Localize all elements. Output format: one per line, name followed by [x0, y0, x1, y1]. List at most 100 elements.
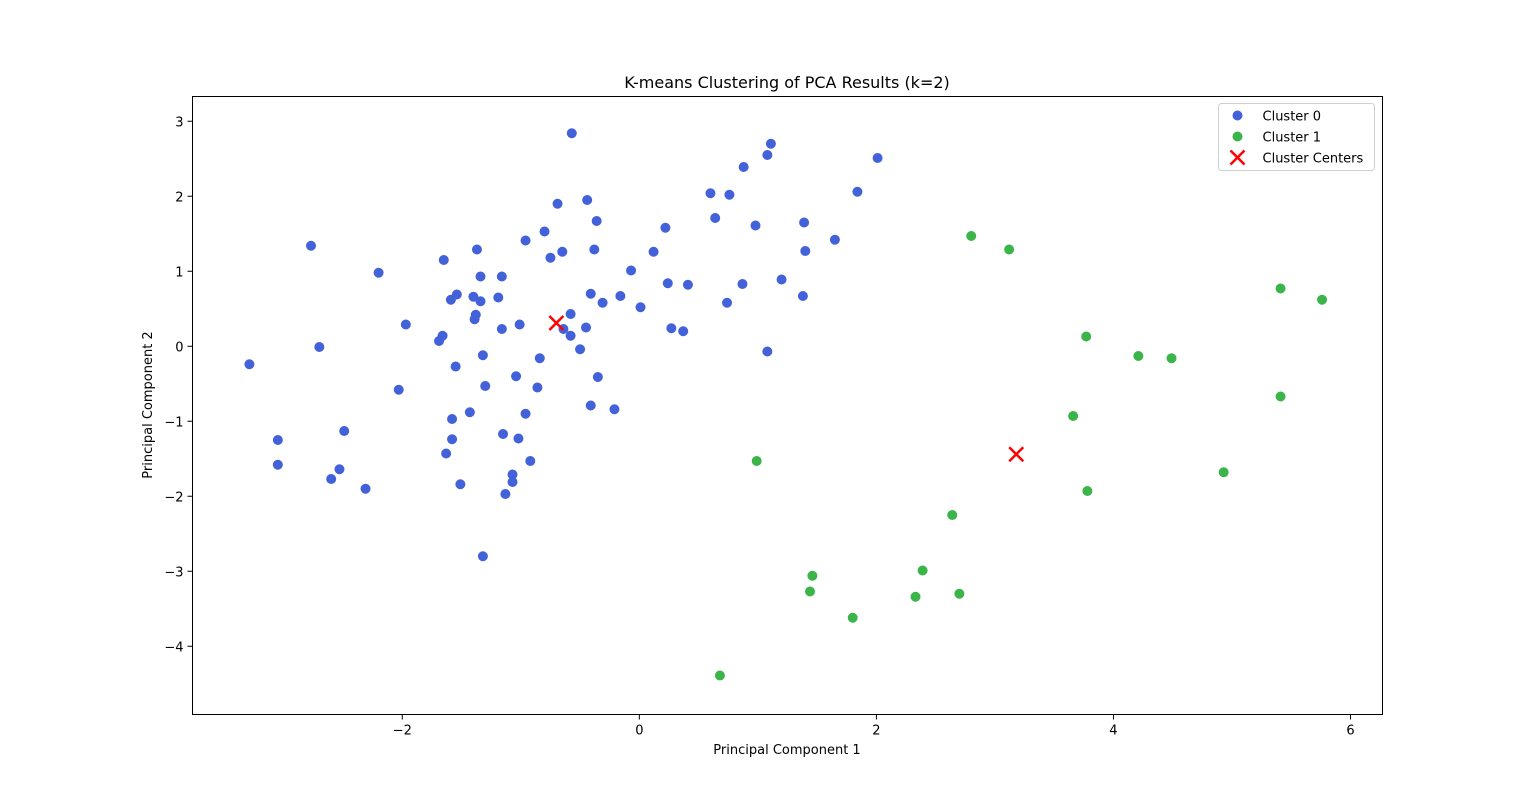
cluster-0-point: [609, 404, 620, 415]
cluster-1-point: [954, 588, 965, 599]
cluster-0-point: [829, 234, 840, 245]
cluster-0-point: [592, 372, 603, 382]
cluster-0-point: [475, 271, 486, 282]
cluster-0-point: [682, 279, 693, 290]
cluster-0-point: [660, 222, 671, 233]
cluster-0-point: [597, 297, 608, 308]
cluster-0-point: [648, 246, 659, 257]
cluster-0-point: [468, 291, 479, 302]
cluster-1-point: [1068, 411, 1079, 421]
cluster-0-point: [585, 400, 596, 411]
cluster-0-point: [507, 477, 518, 487]
cluster-0-point: [441, 448, 452, 459]
cluster-1-point: [1004, 244, 1015, 255]
x-tick-label: 0: [635, 724, 643, 739]
cluster-0-point: [852, 186, 863, 197]
cluster-0-point: [799, 217, 810, 228]
cluster-0-point: [565, 309, 576, 319]
cluster-0-point: [626, 265, 637, 276]
cluster-1-point: [1133, 351, 1144, 361]
y-tick-label: 1: [175, 265, 183, 280]
cluster-0-point: [582, 195, 593, 205]
cluster-0-point: [438, 255, 449, 265]
legend-label: Cluster Centers: [1263, 152, 1364, 167]
cluster-0-point: [539, 226, 550, 237]
cluster-0-point: [738, 162, 749, 172]
legend-box: [1218, 103, 1375, 171]
cluster-0-point: [705, 188, 716, 199]
cluster-1-point: [966, 231, 977, 241]
cluster-0-point: [272, 435, 283, 445]
cluster-0-point: [581, 322, 592, 333]
cluster-0-point: [589, 244, 600, 255]
cluster-1-point: [1275, 283, 1286, 294]
plot-area: [244, 128, 1328, 681]
cluster-0-point: [534, 353, 545, 364]
cluster-1-point: [847, 612, 858, 623]
cluster-0-point: [575, 344, 586, 355]
axes-frame: [192, 96, 1383, 715]
cluster-0-point: [722, 297, 733, 308]
cluster-0-point: [737, 279, 748, 289]
cluster-0-point: [678, 326, 689, 337]
cluster-0-point: [800, 246, 811, 256]
legend-marker: [1232, 110, 1243, 121]
cluster-0-point: [511, 371, 522, 382]
y-tick-label: −2: [164, 490, 183, 505]
cluster-0-point: [666, 323, 677, 334]
y-tick-label: −3: [164, 565, 183, 580]
legend-label: Cluster 0: [1263, 110, 1322, 125]
cluster-1-point: [917, 565, 928, 576]
cluster-1-point: [1218, 467, 1229, 478]
cluster-0-point: [400, 319, 411, 330]
cluster-0-point: [480, 381, 491, 391]
cluster-0-point: [437, 330, 448, 341]
cluster-1-point: [751, 456, 762, 466]
cluster-0-point: [306, 240, 317, 251]
cluster-0-point: [591, 216, 602, 226]
y-tick-label: −1: [164, 415, 183, 430]
cluster-0-point: [477, 350, 488, 361]
cluster-1-point: [1081, 331, 1092, 342]
cluster-0-point: [339, 426, 350, 436]
cluster-1-point: [805, 586, 816, 597]
y-tick-label: 0: [175, 340, 183, 355]
cluster-0-point: [872, 153, 883, 163]
cluster-0-point: [525, 456, 536, 466]
legend-marker: [1232, 131, 1243, 142]
cluster-0-point: [545, 252, 556, 263]
cluster-0-point: [393, 384, 404, 395]
cluster-center-marker: [548, 315, 565, 331]
legend: Cluster 0 Cluster 1 Cluster Centers: [1218, 103, 1375, 171]
cluster-0-point: [500, 489, 511, 499]
x-axis-title: Principal Component 1: [713, 743, 860, 758]
cluster-1-point: [1166, 353, 1177, 364]
x-axis: −2 0 2 4 6: [393, 714, 1355, 739]
cluster-1-point: [714, 670, 725, 681]
cluster-0-point: [552, 198, 563, 209]
cluster-0-point: [272, 459, 283, 470]
x-tick-label: −2: [393, 724, 412, 739]
y-tick-label: 2: [175, 190, 183, 205]
cluster-0-point: [776, 274, 787, 285]
cluster-0-point: [493, 292, 504, 303]
cluster-0-point: [565, 330, 576, 341]
cluster-0-point: [498, 429, 509, 439]
cluster-0-point: [455, 479, 466, 490]
cluster-0-point: [373, 267, 384, 278]
cluster-0-point: [585, 288, 596, 299]
cluster-0-point: [447, 434, 458, 445]
cluster-0-point: [475, 296, 486, 307]
cluster-1-point: [947, 510, 958, 520]
cluster-0-point: [326, 474, 337, 484]
cluster-0-point: [514, 319, 525, 330]
cluster-0-point: [532, 382, 543, 393]
x-tick-label: 6: [1346, 724, 1354, 739]
cluster-0-point: [464, 407, 475, 418]
cluster-0-point: [765, 138, 776, 149]
cluster-0-point: [314, 342, 325, 352]
cluster-0-point: [470, 309, 481, 320]
y-axis-title: Principal Component 2: [141, 331, 156, 478]
cluster-0-point: [334, 464, 345, 475]
